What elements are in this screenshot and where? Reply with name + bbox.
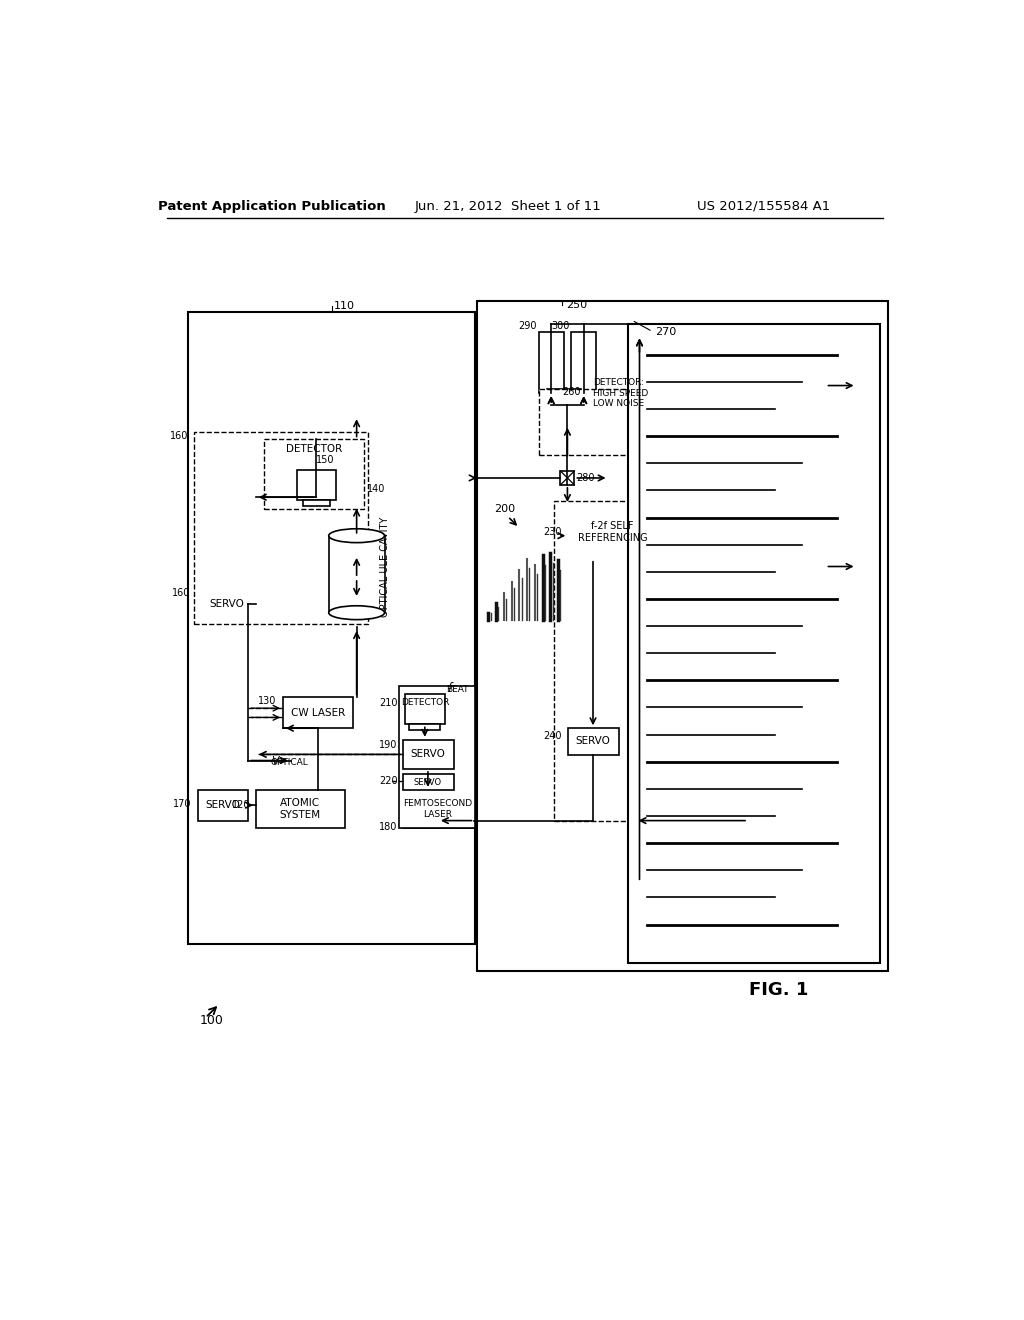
Text: f-2f SELF
REFERENCING: f-2f SELF REFERENCING [578,521,647,543]
Text: FEMTOSECOND
LASER: FEMTOSECOND LASER [403,800,472,818]
Bar [329,536,385,612]
Bar [297,470,336,499]
Text: SERVO: SERVO [575,737,610,746]
Text: 190: 190 [379,741,397,750]
Text: BEAT: BEAT [446,685,469,694]
Bar [547,389,582,418]
Text: US 2012/155584 A1: US 2012/155584 A1 [697,199,830,213]
Ellipse shape [329,606,385,619]
Bar [539,389,667,455]
Ellipse shape [329,529,385,543]
Text: 270: 270 [655,326,676,337]
Text: OPTICAL ULE CAVITY: OPTICAL ULE CAVITY [380,516,390,616]
Text: 140: 140 [367,484,385,495]
Bar [560,471,574,484]
Text: Jun. 21, 2012  Sheet 1 of 11: Jun. 21, 2012 Sheet 1 of 11 [415,199,601,213]
Text: CW LASER: CW LASER [291,708,345,718]
Text: 110: 110 [334,301,354,312]
Text: SERVO: SERVO [205,800,240,810]
Text: SERVO: SERVO [411,750,445,759]
Bar [554,502,710,821]
Text: OPTICAL: OPTICAL [270,758,308,767]
Text: 220: 220 [379,776,397,785]
Bar [283,697,352,729]
Bar [403,739,454,770]
Bar [477,301,888,970]
Bar [403,775,454,789]
Text: 200: 200 [494,504,515,513]
Text: DETECTOR: DETECTOR [286,445,342,454]
Bar [303,499,330,506]
Text: DETECTOR:
HIGH SPEED
LOW NOISE: DETECTOR: HIGH SPEED LOW NOISE [593,379,648,408]
Bar [410,725,440,730]
Bar [198,789,248,821]
Bar [403,789,473,829]
Text: 150: 150 [316,455,335,465]
Text: SERVO: SERVO [209,599,244,610]
Bar [263,440,365,508]
Text: 120: 120 [232,800,251,810]
Text: 160: 160 [170,430,188,441]
Text: 180: 180 [379,822,397,832]
Text: 250: 250 [566,300,587,310]
Text: DETECTOR: DETECTOR [400,698,449,708]
Bar [571,331,596,393]
Text: 230: 230 [544,527,562,537]
Text: 160: 160 [172,589,190,598]
Bar [539,331,563,393]
Text: SERVO: SERVO [414,777,442,787]
Text: Patent Application Publication: Patent Application Publication [158,199,385,213]
Text: 210: 210 [379,698,397,708]
Bar [256,789,345,829]
Bar [628,323,880,964]
Bar [198,590,256,619]
Bar [568,506,657,558]
Text: ATOMIC
SYSTEM: ATOMIC SYSTEM [280,799,321,820]
Bar [568,729,618,755]
Text: 260: 260 [562,388,581,397]
Bar [399,686,475,829]
Text: f: f [447,681,452,694]
Bar [194,432,369,624]
Text: 130: 130 [258,696,276,706]
Text: V: V [271,755,280,766]
Text: FIG. 1: FIG. 1 [750,981,809,999]
Text: 300: 300 [551,321,569,331]
Bar [550,418,578,425]
Text: 170: 170 [173,799,191,809]
Bar [404,693,445,725]
Text: 240: 240 [544,731,562,741]
Text: 280: 280 [575,473,595,483]
Text: 100: 100 [200,1014,223,1027]
Bar [188,313,475,944]
Text: 290: 290 [518,321,537,331]
